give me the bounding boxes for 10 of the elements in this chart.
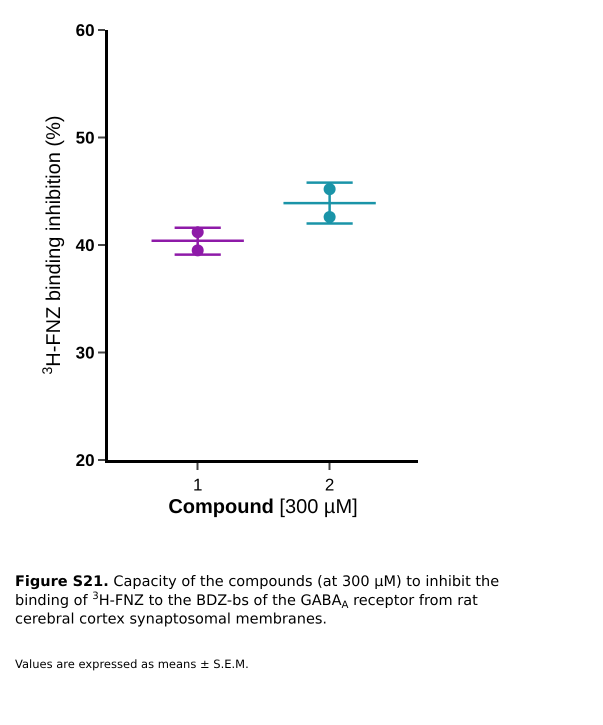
y-tick-label: 50 (76, 128, 95, 148)
y-tick-label: 20 (76, 450, 95, 470)
x-tick-label: 2 (324, 475, 334, 494)
text: Values are expressed as means ± S.E.M. (15, 657, 249, 671)
y-tick-label: 60 (76, 20, 95, 40)
caption: Figure S21. (15, 574, 109, 590)
y-tick-label: 30 (76, 343, 95, 362)
x-tick-label: 1 (192, 475, 202, 494)
y-tick-label: 40 (76, 236, 95, 255)
x-axis-title: Compound [300 µM] (168, 496, 358, 518)
